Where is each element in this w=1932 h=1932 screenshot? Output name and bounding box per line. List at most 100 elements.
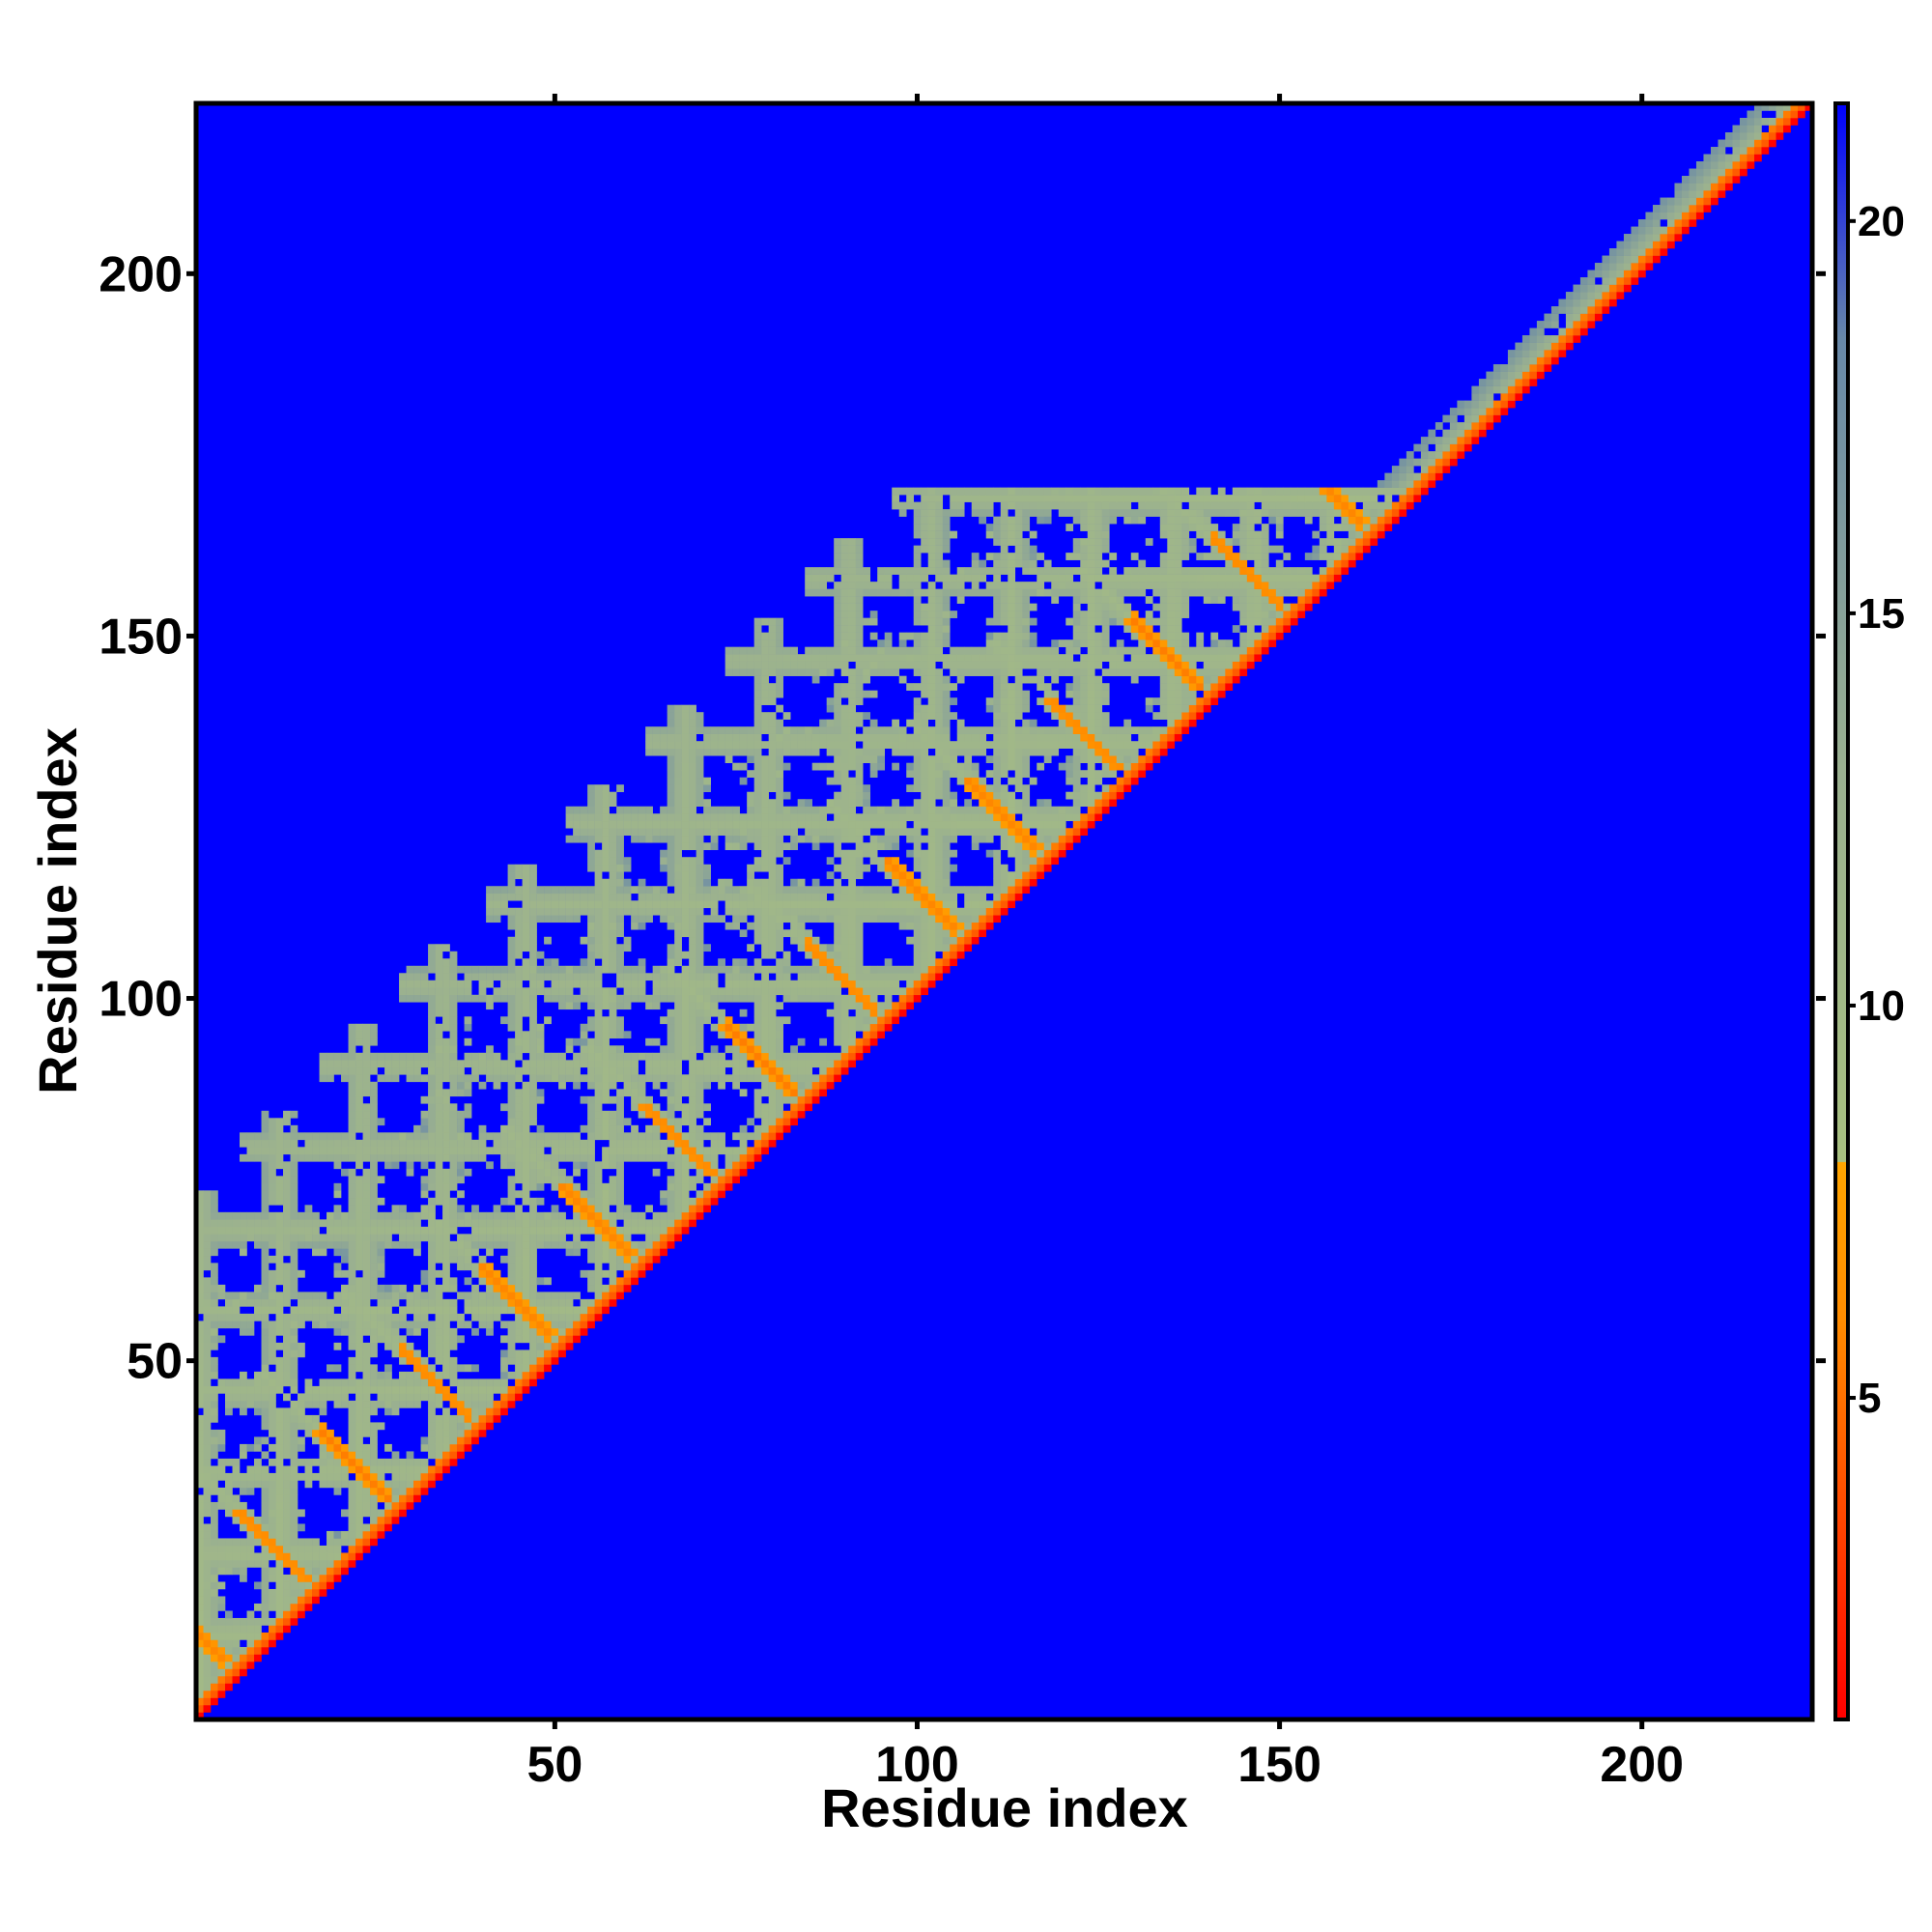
heatmap-cell bbox=[848, 828, 856, 837]
heatmap-cell bbox=[341, 1443, 349, 1452]
heatmap-cell bbox=[689, 951, 696, 959]
heatmap-cell bbox=[290, 1465, 298, 1474]
heatmap-cell bbox=[211, 1646, 218, 1655]
heatmap-cell bbox=[848, 1023, 856, 1032]
heatmap-cell bbox=[674, 813, 682, 822]
heatmap-cell bbox=[449, 1023, 458, 1032]
heatmap-cell bbox=[232, 1552, 241, 1561]
heatmap-cell bbox=[732, 886, 740, 895]
heatmap-cell bbox=[493, 1414, 501, 1423]
heatmap-cell bbox=[855, 784, 864, 793]
heatmap-cell bbox=[304, 1559, 313, 1568]
heatmap-cell bbox=[261, 1617, 270, 1626]
heatmap-cell bbox=[283, 1190, 291, 1199]
heatmap-cell bbox=[507, 1385, 516, 1394]
heatmap-cell bbox=[399, 1465, 407, 1474]
heatmap-cell bbox=[269, 1321, 276, 1329]
heatmap-cell bbox=[290, 1269, 298, 1278]
heatmap-cell bbox=[652, 994, 661, 1003]
heatmap-cell bbox=[551, 1350, 559, 1358]
heatmap-cell bbox=[681, 1037, 690, 1046]
heatmap-cell bbox=[869, 915, 878, 923]
heatmap-cell bbox=[211, 1436, 218, 1445]
heatmap-cell bbox=[240, 1480, 247, 1489]
heatmap-cell bbox=[391, 1451, 400, 1460]
heatmap-cell bbox=[384, 1523, 392, 1532]
heatmap-cell bbox=[724, 1176, 733, 1184]
heatmap-cell bbox=[290, 1234, 298, 1242]
heatmap-cell bbox=[616, 1211, 624, 1220]
heatmap-cell bbox=[840, 668, 849, 676]
heatmap-cell bbox=[275, 1443, 284, 1452]
heatmap-cell bbox=[399, 1052, 407, 1061]
heatmap-cell bbox=[594, 1226, 603, 1235]
heatmap-cell bbox=[399, 1292, 407, 1300]
heatmap-cell bbox=[442, 1197, 450, 1206]
heatmap-cell bbox=[449, 958, 458, 967]
heatmap-cell bbox=[667, 958, 675, 967]
heatmap-cell bbox=[428, 1321, 436, 1329]
heatmap-cell bbox=[507, 1327, 516, 1336]
heatmap-cell bbox=[442, 1052, 450, 1061]
heatmap-cell bbox=[681, 987, 690, 996]
heatmap-cell bbox=[413, 980, 421, 988]
heatmap-cell bbox=[240, 1567, 247, 1576]
heatmap-cell bbox=[892, 654, 900, 662]
heatmap-cell bbox=[486, 965, 494, 974]
heatmap-cell bbox=[507, 1081, 516, 1090]
heatmap-cell bbox=[834, 582, 841, 589]
heatmap-cell bbox=[660, 813, 668, 822]
heatmap-cell bbox=[674, 900, 682, 909]
heatmap-cell bbox=[464, 1422, 472, 1431]
heatmap-cell bbox=[435, 980, 443, 988]
heatmap-cell bbox=[892, 857, 900, 866]
heatmap-cell bbox=[616, 1139, 624, 1148]
heatmap-cell bbox=[203, 1371, 212, 1379]
heatmap-cell bbox=[196, 1321, 204, 1329]
heatmap-cell bbox=[790, 733, 798, 742]
heatmap-cell bbox=[522, 1031, 530, 1039]
heatmap-cell bbox=[602, 1095, 610, 1104]
heatmap-cell bbox=[348, 1248, 356, 1257]
heatmap-cell bbox=[681, 1176, 690, 1184]
heatmap-cell bbox=[782, 886, 791, 895]
heatmap-cell bbox=[863, 654, 871, 662]
heatmap-cell bbox=[913, 900, 922, 909]
heatmap-cell bbox=[370, 1378, 378, 1387]
heatmap-cell bbox=[761, 820, 769, 829]
heatmap-cell bbox=[507, 958, 516, 967]
heatmap-cell bbox=[529, 1327, 537, 1336]
heatmap-cell bbox=[848, 704, 856, 713]
heatmap-cell bbox=[840, 965, 849, 974]
heatmap-cell bbox=[246, 1132, 255, 1141]
heatmap-cell bbox=[442, 973, 450, 981]
heatmap-cell bbox=[211, 1625, 218, 1634]
heatmap-cell bbox=[240, 1668, 247, 1677]
heatmap-cell bbox=[348, 1429, 356, 1437]
heatmap-cell bbox=[536, 893, 545, 901]
heatmap-cell bbox=[638, 1103, 646, 1112]
heatmap-cell bbox=[747, 965, 754, 974]
heatmap-cell bbox=[580, 1023, 588, 1032]
heatmap-cell bbox=[681, 1074, 690, 1083]
heatmap-cell bbox=[892, 878, 900, 887]
heatmap-cell bbox=[298, 1596, 305, 1605]
heatmap-cell bbox=[848, 900, 856, 909]
heatmap-cell bbox=[768, 770, 777, 779]
heatmap-cell bbox=[790, 813, 798, 822]
heatmap-cell bbox=[834, 690, 841, 698]
heatmap-cell bbox=[660, 733, 668, 742]
heatmap-cell bbox=[551, 893, 559, 901]
heatmap-cell bbox=[211, 1393, 218, 1402]
heatmap-cell bbox=[377, 1472, 385, 1481]
heatmap-cell bbox=[602, 1147, 610, 1155]
heatmap-cell bbox=[892, 1002, 900, 1010]
heatmap-cell bbox=[638, 813, 646, 822]
heatmap-cell bbox=[696, 1089, 704, 1097]
heatmap-cell bbox=[211, 1342, 218, 1350]
heatmap-cell bbox=[724, 1023, 733, 1032]
heatmap-cell bbox=[399, 1284, 407, 1293]
heatmap-cell bbox=[341, 1292, 349, 1300]
heatmap-cell bbox=[333, 1327, 342, 1336]
heatmap-cell bbox=[834, 929, 841, 938]
